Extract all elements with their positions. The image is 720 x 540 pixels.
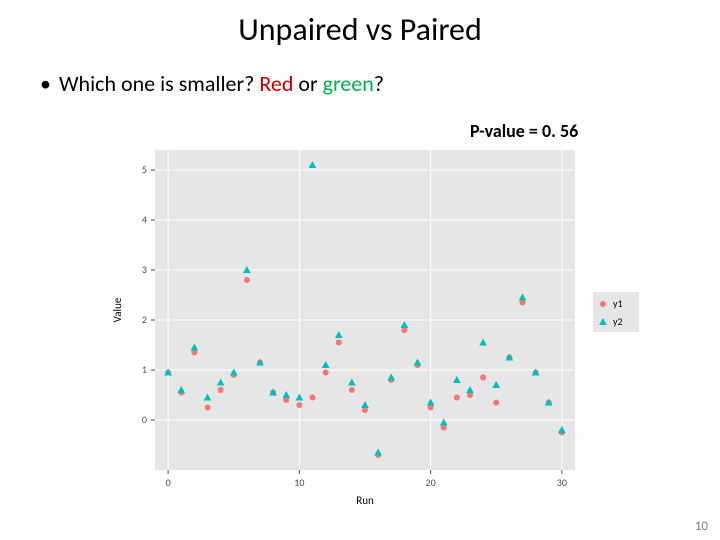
page-number: 10 [695,519,708,534]
svg-text:Value: Value [111,297,124,322]
bullet-suffix: ? [374,70,384,97]
svg-text:3: 3 [142,263,147,276]
page-title: Unpaired vs Paired [0,10,720,49]
scatter-chart: 0 10 20 30 0 1 2 3 4 5 Run Value y1 y2 [100,145,660,515]
svg-text:1: 1 [142,363,147,376]
bullet-red-word: Red [259,70,293,97]
svg-text:20: 20 [426,476,436,489]
svg-text:y2: y2 [613,315,623,328]
bullet-marker: • [40,70,54,97]
svg-text:Run: Run [356,494,374,507]
svg-text:0: 0 [166,476,171,489]
svg-text:y1: y1 [613,297,623,310]
p-value-label: P-value = 0. 56 [470,120,578,142]
svg-text:5: 5 [142,163,147,176]
bullet-question: • Which one is smaller? Red or green? [40,70,384,97]
svg-text:4: 4 [142,213,147,226]
svg-text:0: 0 [142,413,147,426]
bullet-mid: or [293,70,322,97]
svg-text:30: 30 [557,476,567,489]
svg-text:10: 10 [294,476,304,489]
bullet-green-word: green [323,70,374,97]
bullet-prefix: Which one is smaller? [59,70,259,97]
svg-text:2: 2 [142,313,147,326]
